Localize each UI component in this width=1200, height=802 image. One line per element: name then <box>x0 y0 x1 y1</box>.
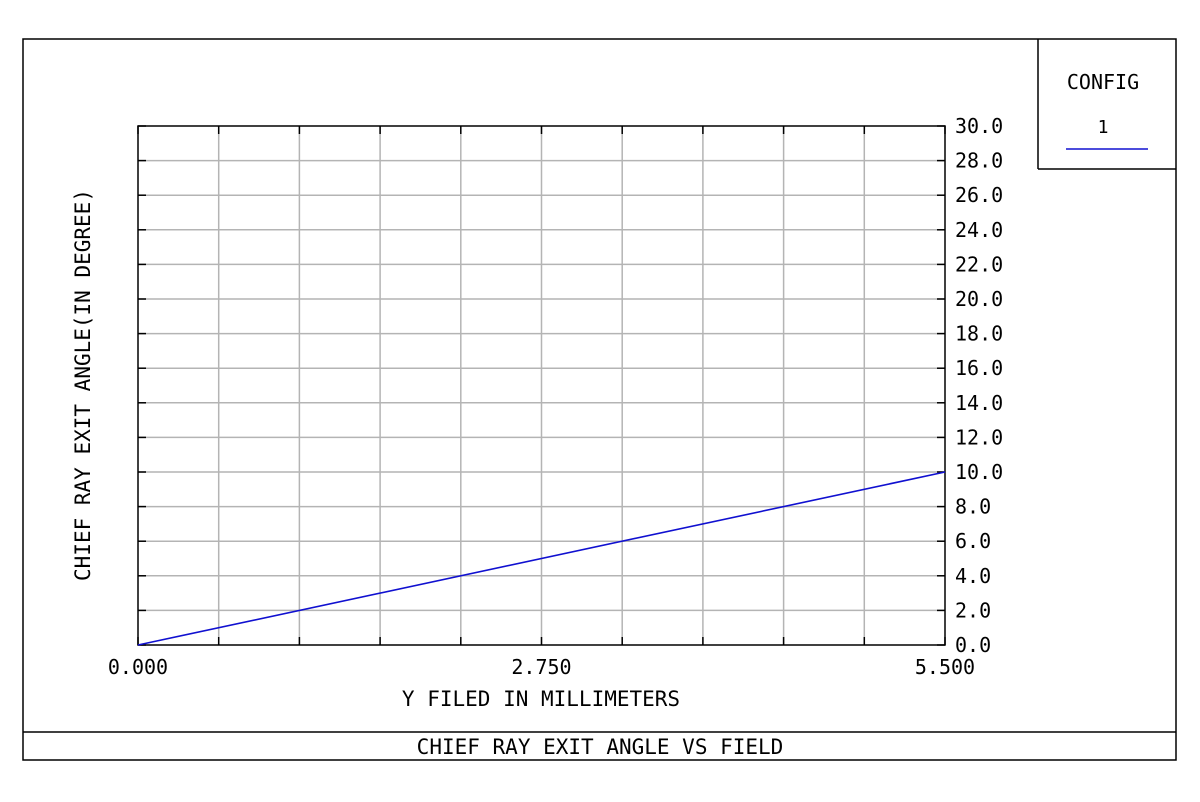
x-axis-label: Y FILED IN MILLIMETERS <box>402 687 680 711</box>
x-tick-label: 2.750 <box>511 655 571 679</box>
legend: CONFIG 1 <box>1037 39 1176 170</box>
series-line <box>137 471 946 646</box>
y-tick-label: 6.0 <box>955 529 991 553</box>
y-tick-label: 30.0 <box>955 114 1003 138</box>
y-axis-label: CHIEF RAY EXIT ANGLE(IN DEGREE) <box>71 189 95 581</box>
y-tick-label: 28.0 <box>955 149 1003 173</box>
outer-frame <box>22 38 1177 761</box>
legend-title: CONFIG <box>1067 70 1139 94</box>
y-tick-label: 24.0 <box>955 218 1003 242</box>
y-tick-label: 20.0 <box>955 287 1003 311</box>
y-tick-label: 22.0 <box>955 252 1003 276</box>
x-tick-labels: 0.000 2.750 5.500 <box>108 655 975 679</box>
y-tick-label: 18.0 <box>955 322 1003 346</box>
y-tick-label: 14.0 <box>955 391 1003 415</box>
grid <box>138 126 945 645</box>
y-tick-label: 2.0 <box>955 598 991 622</box>
y-tick-label: 0.0 <box>955 633 991 657</box>
x-tick-label: 0.000 <box>108 655 168 679</box>
y-tick-label: 12.0 <box>955 425 1003 449</box>
y-tick-label: 16.0 <box>955 356 1003 380</box>
plot-area-border <box>137 125 946 646</box>
legend-entry-label: 1 <box>1098 117 1109 138</box>
y-tick-label: 8.0 <box>955 495 991 519</box>
series <box>137 471 946 646</box>
y-tick-label: 26.0 <box>955 183 1003 207</box>
y-tick-label: 10.0 <box>955 460 1003 484</box>
y-tick-label: 4.0 <box>955 564 991 588</box>
chart-title: CHIEF RAY EXIT ANGLE VS FIELD <box>417 735 784 759</box>
x-tick-label: 5.500 <box>915 655 975 679</box>
y-tick-labels: 0.0 2.0 4.0 6.0 8.0 10.0 12.0 14.0 16.0 18.0 20.0 2… <box>955 114 1003 657</box>
